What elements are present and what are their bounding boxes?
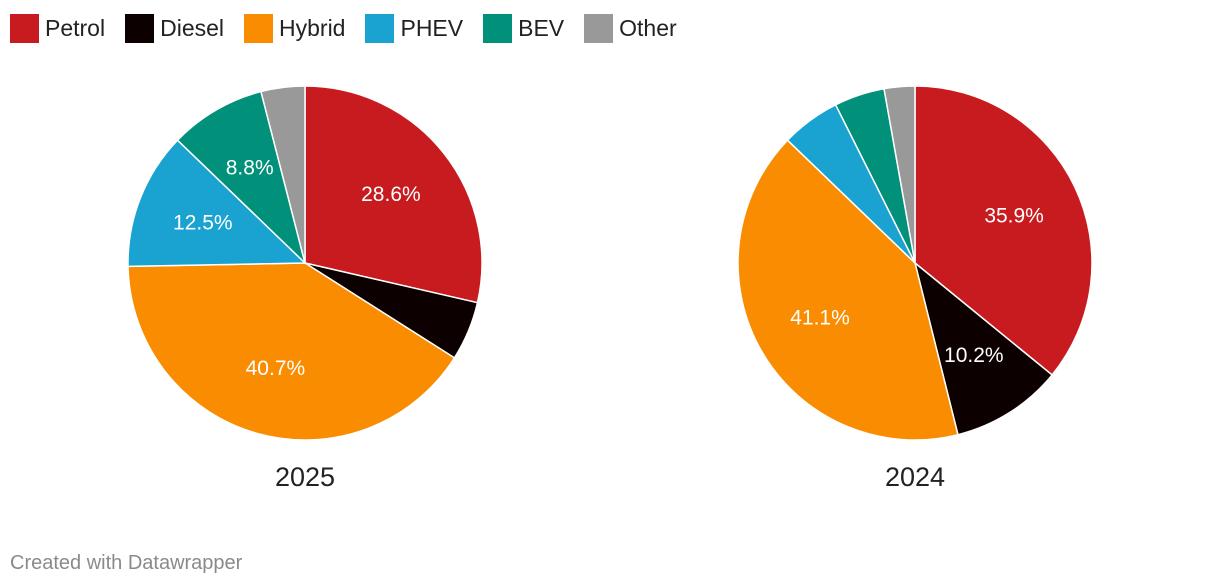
pie-chart-2025: 28.6% 40.7% 12.5% 8.8% 2025 — [127, 85, 483, 492]
pie-title: 2024 — [885, 462, 945, 492]
legend-swatch — [584, 13, 614, 43]
footer-credit: Created with Datawrapper — [10, 552, 243, 574]
legend-item-phev: PHEV — [365, 13, 464, 43]
pie-title: 2025 — [275, 462, 335, 492]
legend-swatch — [483, 13, 513, 43]
legend-label: Petrol — [45, 14, 106, 41]
pie-data-label: 12.5% — [173, 211, 233, 234]
legend-label: PHEV — [400, 14, 464, 41]
pie-slice-hybrid — [737, 139, 959, 441]
pie-data-label: 10.2% — [944, 344, 1004, 367]
pie-data-label: 41.1% — [790, 307, 850, 330]
legend-label: BEV — [518, 14, 565, 41]
legend: Petrol Diesel Hybrid PHEV BEV Other — [10, 13, 697, 43]
legend-label: Other — [619, 14, 677, 41]
legend-swatch — [365, 13, 395, 43]
legend-item-hybrid: Hybrid — [244, 13, 346, 43]
pie-data-label: 28.6% — [361, 183, 421, 206]
pie-slice-phev — [127, 139, 306, 268]
pie-slice-other — [260, 85, 306, 264]
pie-slice-bev — [176, 90, 306, 264]
legend-swatch — [244, 13, 274, 43]
legend-swatch — [10, 13, 39, 43]
pie-data-label: 35.9% — [984, 205, 1044, 228]
pie-slice-hybrid — [127, 262, 456, 441]
pie-slice-petrol — [304, 85, 483, 304]
legend-item-other: Other — [584, 13, 677, 43]
legend-label: Hybrid — [279, 14, 346, 41]
pie-slice-diesel — [914, 262, 1053, 436]
legend-item-petrol: Petrol — [10, 13, 106, 43]
pie-slice-other — [883, 85, 916, 264]
pie-slice-petrol — [914, 85, 1093, 376]
pie-data-label: 8.8% — [226, 157, 274, 180]
legend-label: Diesel — [160, 14, 225, 41]
legend-swatch — [125, 13, 155, 43]
pie-chart-2024: 35.9% 10.2% 41.1% 2024 — [737, 85, 1093, 492]
pie-data-label: 40.7% — [246, 357, 306, 380]
legend-item-diesel: Diesel — [125, 13, 225, 43]
legend-item-bev: BEV — [483, 13, 565, 43]
